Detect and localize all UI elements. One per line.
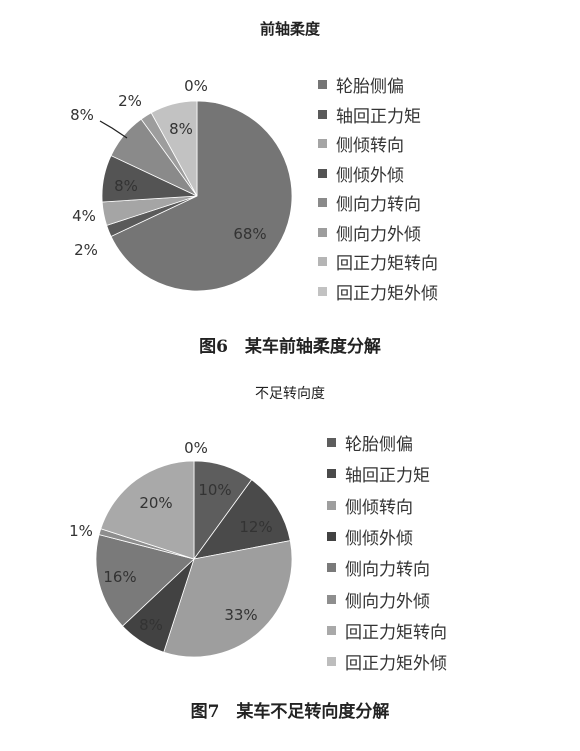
legend-label: 侧倾转向	[345, 497, 413, 518]
legend-item: 轴回正力矩	[318, 100, 438, 130]
legend-item: 侧倾外倾	[318, 159, 438, 189]
data-label: 0%	[184, 439, 208, 457]
legend-swatch	[327, 500, 336, 510]
data-label: 33%	[224, 606, 257, 624]
legend-label: 侧向力外倾	[336, 224, 421, 245]
legend-swatch	[318, 109, 327, 119]
pie-slice	[150, 100, 198, 197]
data-label: 0%	[184, 77, 208, 95]
legend-label: 回正力矩转向	[336, 254, 438, 275]
legend-label: 侧向力外倾	[345, 591, 430, 612]
legend-label: 侧倾外倾	[336, 165, 404, 186]
legend-label: 回正力矩外倾	[345, 654, 447, 675]
legend-item: 回正力矩转向	[318, 247, 438, 277]
data-label: 8%	[114, 177, 138, 195]
legend-swatch	[318, 168, 327, 178]
data-label: 10%	[198, 481, 231, 499]
figure-understeer-gradient: 不足转向度 10% 12% 33% 8% 16% 1% 20% 0% 轮胎侧偏 轴回正力矩 侧…	[0, 375, 580, 751]
data-label: 2%	[74, 241, 98, 259]
chart-title: 不足转向度	[255, 386, 325, 402]
data-label: 8%	[139, 616, 163, 634]
chart-title: 前轴柔度	[259, 20, 320, 38]
legend-swatch	[327, 438, 336, 448]
figure-caption: 图6 某车前轴柔度分解	[199, 337, 381, 357]
legend-item: 回正力矩外倾	[318, 277, 438, 307]
legend-swatch	[318, 139, 327, 149]
legend-label: 回正力矩转向	[345, 622, 447, 643]
legend-label: 侧向力转向	[345, 560, 430, 581]
leader-line	[99, 120, 128, 139]
legend-swatch	[318, 198, 327, 208]
data-label: 12%	[239, 518, 272, 536]
legend-swatch	[327, 657, 336, 667]
pie-slice	[95, 534, 195, 627]
figure-front-axle-compliance: 前轴柔度 68% 2% 4% 8% 8% 2% 0% 8% 轮胎侧偏 轴回正力矩 侧倾转向 侧…	[0, 0, 580, 370]
legend: 轮胎侧偏 轴回正力矩 侧倾转向 侧倾外倾 侧向力转向 侧向力外倾 回正力矩转向 …	[318, 70, 438, 306]
pie-slice	[193, 479, 291, 560]
legend-label: 轴回正力矩	[345, 466, 430, 487]
legend-swatch	[327, 532, 336, 542]
pie-slice	[163, 540, 293, 658]
legend-swatch	[327, 469, 336, 479]
legend-item: 轮胎侧偏	[327, 427, 447, 458]
legend-label: 侧向力转向	[336, 195, 421, 216]
legend-swatch	[327, 594, 336, 604]
legend-item: 侧向力转向	[327, 552, 447, 583]
data-label: 8%	[70, 106, 94, 124]
legend-swatch	[318, 257, 327, 267]
data-label: 68%	[233, 225, 266, 243]
data-label: 1%	[69, 522, 93, 540]
legend-swatch	[327, 563, 336, 573]
legend-item: 侧倾转向	[327, 490, 447, 521]
data-label: 2%	[118, 92, 142, 110]
legend-label: 回正力矩外倾	[336, 283, 438, 304]
legend-swatch	[327, 625, 336, 635]
figure-caption: 图7 某车不足转向度分解	[190, 702, 390, 722]
legend-item: 侧倾外倾	[327, 521, 447, 552]
legend-swatch	[318, 227, 327, 237]
legend-label: 轮胎侧偏	[336, 77, 404, 98]
legend-label: 侧倾转向	[336, 136, 404, 157]
pie-chart-understeer: 10% 12% 33% 8% 16% 1% 20% 0%	[69, 439, 293, 658]
pie-slice	[110, 100, 293, 292]
legend-item: 侧向力转向	[318, 188, 438, 218]
pie-slice	[100, 460, 195, 560]
data-label: 8%	[169, 120, 193, 138]
legend-item: 侧向力外倾	[318, 218, 438, 248]
legend-item: 回正力矩外倾	[327, 646, 447, 677]
pie-chart-front-axle: 68% 2% 4% 8% 8% 2% 0% 8%	[70, 77, 293, 292]
legend: 轮胎侧偏 轴回正力矩 侧倾转向 侧倾外倾 侧向力转向 侧向力外倾 回正力矩转向 …	[327, 427, 447, 677]
legend-item: 侧倾转向	[318, 129, 438, 159]
legend-label: 轮胎侧偏	[345, 435, 413, 456]
legend-swatch	[318, 286, 327, 296]
legend-label: 侧倾外倾	[345, 529, 413, 550]
legend-label: 轴回正力矩	[336, 106, 421, 127]
legend-item: 轮胎侧偏	[318, 70, 438, 100]
data-label: 4%	[72, 207, 96, 225]
legend-item: 轴回正力矩	[327, 458, 447, 489]
data-label: 16%	[103, 568, 136, 586]
legend-swatch	[318, 80, 327, 90]
legend-item: 回正力矩转向	[327, 615, 447, 646]
data-label: 20%	[139, 494, 172, 512]
legend-item: 侧向力外倾	[327, 583, 447, 614]
